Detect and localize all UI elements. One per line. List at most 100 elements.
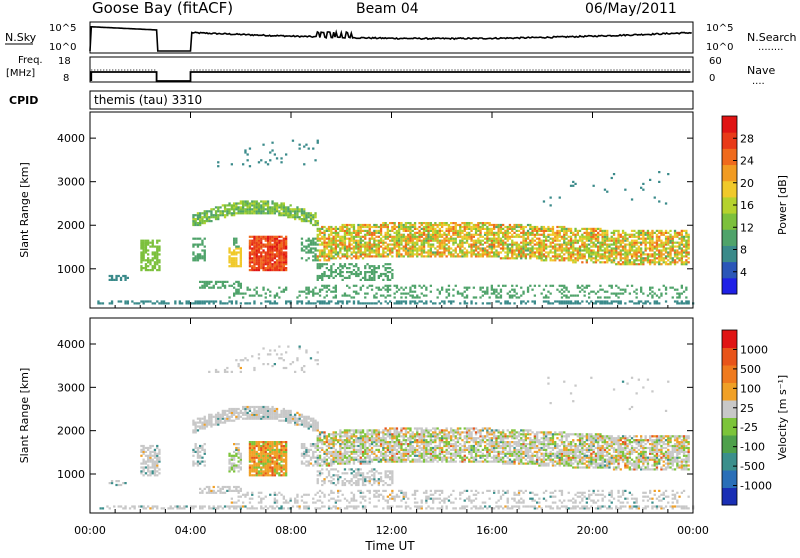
echo-cell [344,277,346,279]
echo-cell [391,238,393,240]
echo-cell [387,302,389,304]
echo-cell [378,236,380,238]
echo-cell [305,216,307,218]
echo-cell [351,273,353,275]
echo-cell [310,244,312,246]
echo-cell [620,289,622,291]
echo-cell [235,242,237,244]
echo-cell [330,300,332,302]
echo-cell [538,253,540,255]
echo-cell [283,441,285,443]
echo-cell [516,285,518,287]
echo-cell [633,244,635,246]
echo-cell [423,247,425,249]
echo-cell [461,226,463,228]
echo-cell [387,232,389,234]
echo-cell [403,238,405,240]
echo-cell [339,269,341,271]
echo-cell [195,427,197,429]
echo-cell [192,431,194,433]
echo-cell [303,220,305,222]
echo-cell [330,267,332,269]
echo-cell [253,269,255,271]
echo-cell [222,414,224,416]
echo-cell [385,275,387,277]
echo-cell [204,424,206,426]
echo-cell [262,259,264,261]
echo-cell [527,232,529,234]
echo-cell [351,263,353,265]
echo-cell [606,191,608,193]
echo-cell [269,210,271,212]
echo-cell [274,257,276,259]
echo-cell [208,218,210,220]
echo-cell [380,228,382,230]
echo-cell [636,253,638,255]
echo-cell [409,291,411,293]
echo-cell [271,246,273,248]
echo-cell [645,244,647,246]
echo-cell [260,236,262,238]
echo-cell [498,224,500,226]
echo-cell [531,232,533,234]
echo-cell [292,210,294,212]
echo-cell [204,259,206,261]
echo-cell [409,246,411,248]
echo-cell [645,247,647,249]
echo-cell [238,449,240,451]
echo-cell [158,302,160,304]
echo-cell [251,445,253,447]
echo-cell [145,249,147,251]
echo-cell [344,234,346,236]
echo-cell [405,296,407,298]
echo-cell [226,210,228,212]
echo-cell [409,302,411,304]
echo-cell [355,234,357,236]
echo-cell [235,418,237,420]
echo-cell [238,363,240,365]
echo-cell [224,285,226,287]
echo-cell [145,461,147,463]
echo-cell [500,232,502,234]
echo-cell [222,412,224,414]
echo-cell [195,431,197,433]
echo-cell [568,244,570,246]
echo-cell [416,255,418,257]
echo-cell [493,289,495,291]
echo-cell [581,261,583,263]
echo-cell [115,275,117,277]
echo-cell [430,244,432,246]
echo-cell [156,255,158,257]
echo-cell [238,206,240,208]
echo-cell [192,505,194,507]
echo-cell [654,246,656,248]
echo-cell [231,206,233,208]
echo-cell [364,226,366,228]
echo-cell [511,251,513,253]
echo-cell [475,232,477,234]
echo-cell [233,242,235,244]
echo-cell [337,244,339,246]
echo-cell [217,418,219,420]
echo-cell [233,265,235,267]
echo-cell [262,441,264,443]
echo-cell [538,240,540,242]
echo-cell [364,253,366,255]
echo-cell [344,249,346,251]
echo-cell [262,455,264,457]
echo-cell [688,240,690,242]
echo-cell [595,259,597,261]
echo-cell [624,253,626,255]
echo-cell [617,238,619,240]
echo-cell [258,206,260,208]
echo-cell [285,464,287,466]
echo-cell [355,271,357,273]
echo-cell [290,412,292,414]
echo-cell [265,238,267,240]
echo-cell [541,228,543,230]
echo-cell [348,255,350,257]
echo-cell [378,251,380,253]
echo-cell [294,216,296,218]
echo-cell [556,253,558,255]
echo-cell [206,283,208,285]
